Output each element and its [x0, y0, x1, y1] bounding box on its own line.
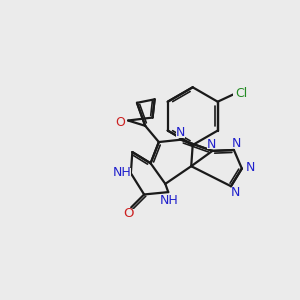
Bar	[176, 128, 185, 138]
Bar	[246, 163, 254, 172]
Bar	[231, 188, 240, 198]
Text: N: N	[231, 187, 240, 200]
Bar	[206, 140, 215, 149]
Text: NH: NH	[113, 166, 131, 179]
Text: N: N	[232, 137, 241, 150]
Text: N: N	[206, 138, 216, 151]
Bar	[160, 196, 177, 205]
Bar	[233, 88, 249, 98]
Text: O: O	[123, 207, 134, 220]
Text: Cl: Cl	[235, 86, 247, 100]
Bar	[114, 118, 125, 128]
Text: NH: NH	[160, 194, 178, 207]
Text: N: N	[245, 161, 255, 174]
Bar	[113, 168, 130, 177]
Bar	[123, 209, 134, 219]
Text: O: O	[115, 116, 125, 129]
Text: N: N	[176, 126, 185, 140]
Bar	[232, 139, 241, 148]
